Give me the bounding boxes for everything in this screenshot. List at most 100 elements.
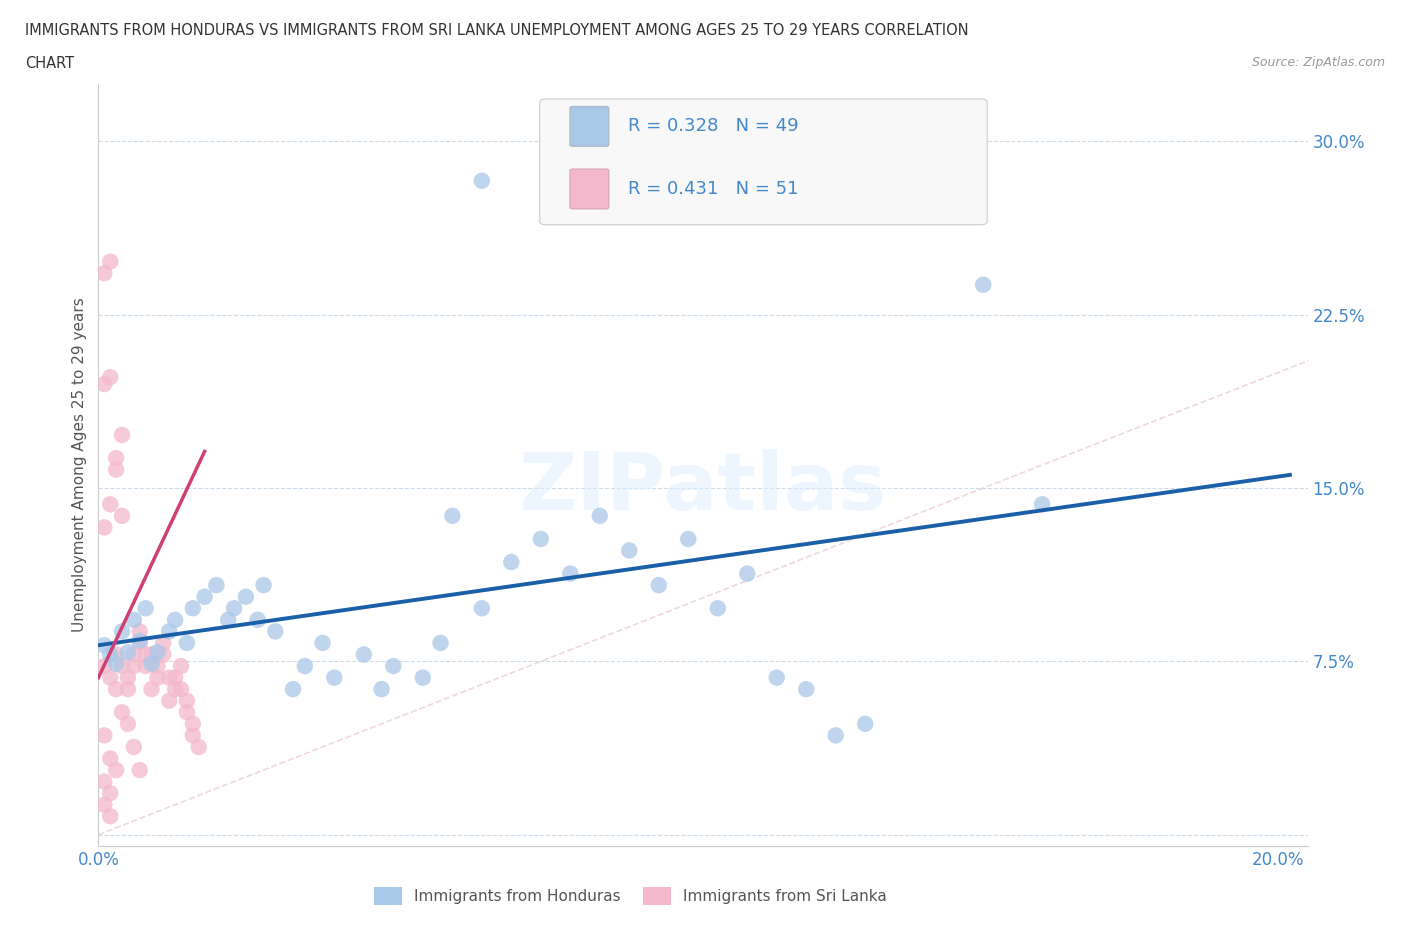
Point [619,543,641,558]
Point [170,682,193,697]
Point [122,739,145,754]
Text: ZIPatlas: ZIPatlas [519,449,887,527]
Point [765,671,787,685]
Point [530,532,553,547]
Point [93,266,115,281]
Point [141,682,163,697]
Point [135,647,157,662]
Text: Source: ZipAtlas.com: Source: ZipAtlas.com [1251,56,1385,69]
Point [187,739,209,754]
Point [165,682,187,697]
Point [93,774,115,789]
Point [252,578,274,592]
Point [152,647,174,662]
Point [135,658,157,673]
Point [824,728,846,743]
Point [205,578,228,592]
Text: R = 0.431   N = 51: R = 0.431 N = 51 [628,179,799,198]
Point [181,728,204,743]
Point [176,635,198,650]
Point [181,601,204,616]
Point [152,635,174,650]
Point [382,658,405,673]
Point [323,671,346,685]
FancyBboxPatch shape [569,169,609,208]
Point [122,612,145,627]
Point [93,520,115,535]
FancyBboxPatch shape [540,99,987,225]
Point [246,612,269,627]
Point [441,509,464,524]
Point [181,716,204,731]
Point [93,658,115,673]
Point [678,532,700,547]
Point [157,671,180,685]
Point [111,624,134,639]
Point [370,682,392,697]
Legend: Immigrants from Honduras, Immigrants from Sri Lanka: Immigrants from Honduras, Immigrants fro… [368,882,893,911]
Point [111,658,134,673]
Point [429,635,451,650]
Point [105,451,128,466]
Y-axis label: Unemployment Among Ages 25 to 29 years: Unemployment Among Ages 25 to 29 years [72,298,87,632]
Text: IMMIGRANTS FROM HONDURAS VS IMMIGRANTS FROM SRI LANKA UNEMPLOYMENT AMONG AGES 25: IMMIGRANTS FROM HONDURAS VS IMMIGRANTS F… [25,23,969,38]
Point [122,647,145,662]
Point [98,254,121,269]
Point [98,497,121,512]
Point [735,566,758,581]
Point [176,705,198,720]
Point [117,644,139,659]
Point [589,509,612,524]
Point [111,705,134,720]
Point [128,624,150,639]
Point [217,612,239,627]
Point [794,682,817,697]
Point [128,635,150,650]
Point [98,751,121,766]
Point [93,638,115,653]
Point [141,647,163,662]
Point [93,377,115,392]
Point [93,797,115,812]
Point [98,370,121,385]
Point [170,658,193,673]
Point [176,693,198,708]
Point [412,671,434,685]
Point [98,786,121,801]
Point [117,716,139,731]
Point [222,601,245,616]
Point [648,578,671,592]
Point [146,671,169,685]
Point [353,647,375,662]
Point [235,590,257,604]
Point [165,612,187,627]
Point [972,277,994,292]
Point [853,716,876,731]
Point [128,633,150,648]
Point [105,462,128,477]
Point [105,647,128,662]
Point [264,624,287,639]
Point [105,657,128,671]
Point [157,624,180,639]
Point [194,590,217,604]
Point [98,809,121,824]
Point [128,763,150,777]
Point [117,682,139,697]
Point [501,554,523,569]
Point [141,657,163,671]
Point [98,671,121,685]
Point [281,682,304,697]
FancyBboxPatch shape [569,107,609,146]
Point [111,509,134,524]
Point [165,671,187,685]
Point [157,693,180,708]
Point [93,728,115,743]
Point [294,658,316,673]
Point [135,601,157,616]
Point [146,644,169,659]
Point [146,658,169,673]
Point [311,635,333,650]
Point [98,647,121,662]
Point [111,428,134,443]
